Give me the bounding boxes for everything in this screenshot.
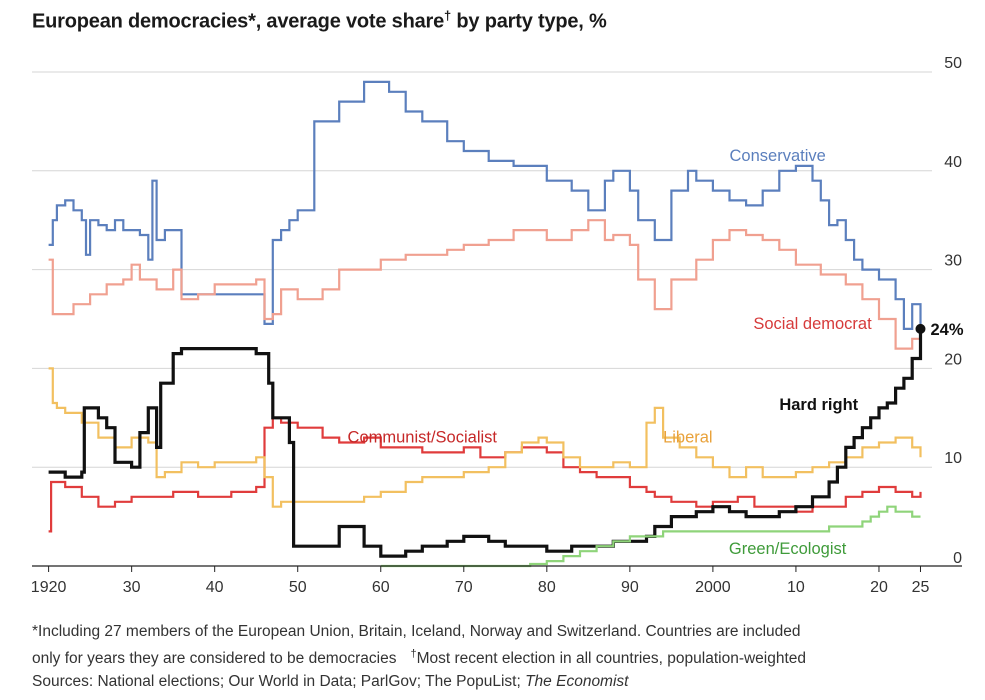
endpoint-label: 24% — [930, 321, 963, 339]
x-tick-label: 50 — [289, 579, 307, 596]
series-layer — [48, 80, 923, 568]
footnotes: *Including 27 members of the European Un… — [32, 620, 806, 693]
x-tick-label: 70 — [455, 579, 473, 596]
x-tick-label: 25 — [912, 579, 930, 596]
x-tick-label: 1920 — [31, 579, 67, 596]
footnote-1: *Including 27 members of the European Un… — [32, 623, 801, 640]
chart-title: European democracies*, average vote shar… — [32, 8, 607, 33]
series-label-green-ecologist: Green/Ecologist — [729, 540, 847, 558]
y-tick-label: 40 — [944, 154, 962, 171]
series-labels: Conservative Social democrat Communist/Soc… — [348, 147, 964, 558]
series-label-liberal: Liberal — [663, 429, 713, 447]
series-line-conservative — [48, 80, 922, 330]
y-tick-label: 30 — [944, 253, 962, 270]
y-tick-label: 20 — [944, 351, 962, 368]
x-tick-label: 80 — [538, 579, 556, 596]
series-label-hard-right: Hard right — [779, 396, 858, 414]
series-line-hard-right — [48, 328, 923, 558]
series-line-liberal — [48, 367, 922, 508]
y-tick-label: 0 — [953, 550, 962, 567]
x-tick-label: 10 — [787, 579, 805, 596]
footnote-2: only for years they are considered to be… — [32, 648, 807, 668]
x-tick-label: 30 — [123, 579, 141, 596]
y-tick-label: 50 — [944, 55, 962, 72]
sources: Sources: National elections; Our World i… — [32, 673, 629, 691]
axis-layer: 0 10 20 30 40 50 1920 30 40 50 60 70 80 90 2000 10 20 25 — [31, 55, 962, 596]
series-label-communist-socialist: Communist/Socialist — [348, 429, 498, 447]
series-line-social-democrat — [48, 219, 922, 350]
endpoint-marker — [915, 323, 926, 334]
series-label-social-democrat: Social democrat — [753, 315, 872, 333]
x-tick-label: 20 — [870, 579, 888, 596]
y-tick-label: 10 — [944, 450, 962, 467]
x-tick-label: 40 — [206, 579, 224, 596]
series-line-green-ecologist — [380, 505, 921, 568]
series-label-conservative: Conservative — [730, 147, 826, 165]
x-tick-label: 2000 — [695, 579, 731, 596]
x-tick-label: 60 — [372, 579, 390, 596]
x-tick-label: 90 — [621, 579, 639, 596]
